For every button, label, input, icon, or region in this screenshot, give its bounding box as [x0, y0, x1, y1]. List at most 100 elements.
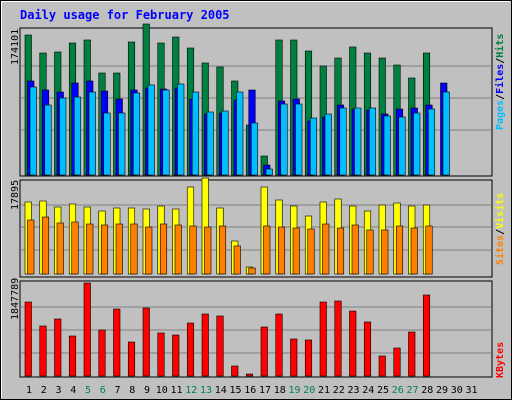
day-label: 20 [303, 385, 315, 396]
hits-pages-bar [368, 107, 377, 176]
files-legend-label: Files [494, 64, 506, 94]
day-label: 27 [406, 385, 418, 396]
kbytes-kbytes-bar [83, 282, 91, 377]
legend-separator: / [495, 58, 506, 64]
visits-sites-bar [277, 226, 286, 275]
hits-pages-bar [88, 91, 96, 176]
visits-sites-bar [159, 223, 168, 275]
kbytes-kbytes-bar [98, 329, 106, 377]
visits-sites-bar [204, 226, 212, 275]
visits-sites-bar [410, 227, 418, 275]
hits-pages-bar [413, 112, 421, 176]
hits-legend-label: Hits [494, 34, 506, 58]
visits-sites-bar [351, 224, 359, 275]
kbytes-kbytes-bar [349, 310, 357, 377]
kbytes-kbytes-bar [142, 307, 150, 377]
day-label: 19 [288, 385, 300, 396]
hits-pages-bar [442, 91, 450, 176]
day-label: 1 [26, 385, 32, 396]
hits-pages-bar [73, 96, 82, 176]
hits-pages-bar [162, 89, 170, 176]
kbytes-kbytes-bar [245, 373, 254, 377]
kbytes-kbytes-bar [422, 294, 431, 377]
visits-sites-bar [174, 224, 182, 275]
visits-sites-bar [292, 227, 300, 275]
day-label: 12 [185, 385, 197, 396]
day-label: 5 [85, 385, 91, 396]
day-label: 17 [259, 385, 271, 396]
day-label: 18 [274, 385, 286, 396]
kbytes-kbytes-bar [157, 332, 165, 377]
hits-pages-bar [427, 108, 436, 176]
hits-pages-bar [339, 107, 347, 176]
kbytes-kbytes-bar [216, 315, 224, 377]
visits-sites-bar [189, 225, 197, 275]
hits-pages-bar [250, 122, 259, 176]
hits-pages-bar [309, 117, 318, 176]
legend-separator: / [495, 229, 506, 235]
kbytes-kbytes-bar [260, 326, 268, 377]
day-label: 3 [55, 385, 61, 396]
day-label: 31 [465, 385, 477, 396]
day-label: 2 [41, 385, 47, 396]
visits-sites-bar [100, 224, 109, 275]
day-label: 30 [451, 385, 463, 396]
visits-panel-border [19, 179, 493, 278]
visits-sites-bar [145, 226, 153, 275]
visits-sites-bar [395, 225, 404, 275]
hits-pages-bar [265, 168, 273, 176]
day-label: 6 [100, 385, 106, 396]
hits-legend-text: Pages/Files/Hits [494, 34, 506, 130]
hits-pages-bar [59, 97, 67, 176]
day-labels: 1 2 3 4 5 6 7 8 9 10 11 12 13 14 15 16 17 18 19 20 21 22 23 24 2… [26, 385, 478, 396]
kbytes-kbytes-bar [172, 334, 180, 377]
visits-sites-bar [248, 267, 256, 275]
kbytes-kbytes-bar [186, 322, 195, 377]
hits-pages-bar [236, 91, 244, 176]
kbytes-kbytes-bar [408, 331, 416, 377]
day-label: 28 [421, 385, 433, 396]
kbytes-kbytes-bar [68, 335, 77, 377]
visits-sites-bar [71, 221, 79, 275]
hits-pages-bar [103, 112, 111, 176]
day-label: 24 [362, 385, 374, 396]
day-label: 8 [129, 385, 135, 396]
day-label: 13 [200, 385, 212, 396]
day-label: 7 [114, 385, 120, 396]
legend-separator: / [495, 94, 506, 100]
day-label: 15 [229, 385, 241, 396]
hits-pages-bar [29, 86, 37, 176]
day-label: 9 [144, 385, 150, 396]
visits-ymax-label: 17895 [10, 180, 21, 210]
kbytes-kbytes-bar [127, 341, 136, 377]
visits-sites-bar [218, 225, 227, 275]
bars-layer [24, 23, 450, 377]
hits-pages-bar [118, 112, 126, 176]
kbytes-legend-text: KBytes [495, 342, 506, 378]
day-label: 16 [244, 385, 256, 396]
visits-sites-bar [56, 222, 64, 275]
hits-pages-bar [44, 104, 52, 176]
hits-pages-bar [206, 111, 214, 176]
visits-sites-bar [322, 223, 330, 275]
hits-pages-bar [324, 113, 332, 176]
day-label: 10 [156, 385, 168, 396]
kbytes-kbytes-bar [290, 338, 298, 377]
kbytes-kbytes-bar [113, 308, 121, 377]
hits-panel-legend: Pages/Files/Hits [494, 34, 506, 130]
hits-pages-bar [295, 103, 303, 176]
day-label: 11 [170, 385, 182, 396]
visits-panel-legend: Sites/Visits [494, 193, 506, 265]
visits-sites-bar [307, 228, 315, 275]
kbytes-kbytes-bar [378, 355, 386, 377]
hits-pages-bar [280, 103, 288, 176]
visits-legend-label: Visits [494, 193, 506, 229]
hits-pages-bar [221, 110, 229, 176]
kbytes-kbytes-bar [304, 339, 313, 377]
visits-sites-bar [233, 245, 241, 275]
visits-sites-bar [115, 223, 123, 275]
pages-legend-label: Pages [495, 100, 506, 130]
hits-ymax-label: 174101 [10, 29, 21, 65]
